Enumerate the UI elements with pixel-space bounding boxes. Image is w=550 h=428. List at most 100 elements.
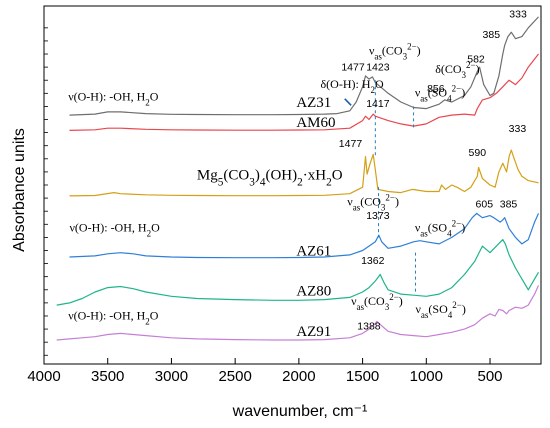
band-annotation-part: (SO — [428, 302, 448, 316]
x-tick-label: 3500 — [91, 368, 124, 385]
band-annotation-part: ) — [461, 220, 465, 234]
band-annotation-part: as — [420, 94, 428, 104]
band-annotation-part: ) — [417, 44, 421, 58]
x-axis-title: wavenumber, cm⁻¹ — [232, 403, 368, 420]
band-annotation-part: ν(O-H): -OH, H — [69, 220, 146, 234]
band-annotation: νas(CO32−) — [369, 42, 421, 62]
curve-label-az80: AZ80 — [296, 284, 331, 300]
x-tick-label: 2000 — [282, 368, 315, 385]
band-annotation-part: (CO — [382, 44, 403, 58]
series-line-az61 — [69, 212, 540, 259]
x-axis: 4000 3500 3000 2500 2000 1500 1000 500 — [27, 27, 503, 385]
peak-label: 385 — [500, 198, 518, 210]
curve-label-mg-carbonate-part: 3 — [249, 177, 255, 189]
band-annotation-part: 2 — [145, 98, 150, 108]
band-annotation-part: 4 — [448, 310, 453, 320]
band-annotation: δ(CO32−) — [435, 60, 479, 80]
band-annotation-part: 3 — [385, 302, 390, 312]
band-annotation-part: 3 — [403, 52, 408, 62]
band-annotation: δ(O-H): H2O — [321, 77, 384, 95]
label-layer: AZ31AM60AZ61AZ80AZ91Mg5(CO3)4(OH)2·xH2Oν… — [68, 8, 527, 339]
band-annotation-part: 3 — [381, 203, 386, 213]
band-annotation-part: ) — [399, 294, 403, 308]
band-annotation-part: δ(CO — [435, 62, 462, 76]
band-annotation-part: ν — [369, 44, 375, 58]
peak-label: 1417 — [366, 98, 390, 110]
peak-label: 856 — [427, 83, 445, 95]
band-annotation-part: as — [357, 302, 365, 312]
y-axis-title: Absorbance units — [11, 128, 28, 252]
peak-label: 1477 — [341, 61, 365, 73]
band-annotation: νas(SO42−) — [415, 84, 465, 104]
series-layer — [56, 16, 540, 341]
series-line-az31 — [69, 16, 539, 116]
peak-label: 1388 — [357, 320, 381, 332]
curve-label-mg-carbonate-part: Mg — [197, 168, 218, 184]
curve-label-mg-carbonate-part: ·xH — [303, 168, 326, 184]
band-annotation: νas(SO42−) — [415, 300, 465, 320]
band-annotation-part: ν — [415, 302, 421, 316]
peak-label: 1362 — [361, 255, 385, 267]
curve-label-mg-carbonate-part: 2 — [326, 177, 332, 189]
band-annotation-part: ν(O-H): -OH, H — [68, 309, 145, 323]
curve-label-mg-carbonate: Mg5(CO3)4(OH)2·xH2O — [197, 168, 343, 189]
band-annotation-part: 2− — [407, 42, 417, 52]
band-annotation-part: 2− — [452, 218, 462, 228]
peak-label: 1423 — [366, 61, 390, 73]
band-annotation-part: 2 — [371, 85, 376, 95]
peak-label: 1373 — [366, 210, 390, 222]
band-annotation-part: 2− — [466, 60, 476, 70]
curve-label-az91: AZ91 — [296, 324, 331, 340]
band-annotation-part: ν — [415, 86, 421, 100]
band-annotation-part: (SO — [428, 220, 448, 234]
band-annotation: νas(CO32−) — [351, 292, 403, 312]
band-annotation-part: as — [420, 228, 428, 238]
band-annotation-part: 2 — [147, 228, 152, 238]
curve-label-mg-carbonate-part: 2 — [297, 177, 303, 189]
peak-label: 582 — [467, 53, 485, 65]
band-annotation-part: ν — [347, 195, 353, 209]
band-annotation-part: as — [374, 52, 382, 62]
band-annotation-part: (SO — [428, 86, 448, 100]
band-annotation-part: ) — [476, 62, 480, 76]
peak-label: 333 — [509, 8, 527, 20]
band-annotation-part: 2 — [145, 317, 150, 327]
band-annotation-part: ) — [462, 302, 466, 316]
curve-label-mg-carbonate-part: 5 — [218, 177, 224, 189]
band-annotation-part: (CO — [360, 195, 381, 209]
band-annotation: ν(O-H): -OH, H2O — [68, 309, 159, 327]
band-annotation: νas(SO42−) — [415, 218, 465, 238]
band-annotation-part: 4 — [447, 228, 452, 238]
curve-label-mg-carbonate-part: O — [332, 168, 343, 184]
band-annotation: ν(O-H): -OH, H2O — [69, 220, 160, 238]
x-tick-label: 1000 — [410, 368, 443, 385]
band-annotation: νas(CO32−) — [347, 193, 399, 213]
band-annotation-part: ν(O-H): -OH, H — [68, 90, 145, 104]
band-annotation-part: ) — [461, 86, 465, 100]
band-annotation-part: O — [150, 90, 159, 104]
band-annotation-part: ) — [395, 195, 399, 209]
series-line-az91 — [56, 285, 540, 341]
curve-label-mg-carbonate-part: 4 — [260, 177, 266, 189]
x-tick-label: 4000 — [27, 368, 60, 385]
curve-label-mg-carbonate-part: (OH) — [265, 168, 297, 184]
curve-label-az61: AZ61 — [296, 243, 331, 259]
x-tick-label: 1500 — [346, 368, 379, 385]
band-annotation-part: 2− — [385, 193, 395, 203]
band-annotation-part: 2− — [452, 300, 462, 310]
curve-label-mg-carbonate-part: ) — [255, 168, 260, 184]
band-annotation-part: O — [151, 220, 160, 234]
curve-label-mg-carbonate-part: (CO — [223, 168, 249, 184]
x-tick-label: 500 — [478, 368, 503, 385]
marker-layer — [344, 80, 416, 295]
x-tick-label: 3000 — [155, 368, 188, 385]
series-line-mg5-co3-4-oh-2-xh2o — [69, 149, 539, 197]
band-annotation-part: O — [150, 309, 159, 323]
band-annotation-part: ν — [351, 294, 357, 308]
band-annotation-part: (CO — [364, 294, 385, 308]
band-annotation-part: 4 — [447, 94, 452, 104]
curve-label-az31: AZ31 — [296, 95, 331, 111]
band-annotation-part: as — [421, 310, 429, 320]
band-annotation-part: 2− — [389, 292, 399, 302]
